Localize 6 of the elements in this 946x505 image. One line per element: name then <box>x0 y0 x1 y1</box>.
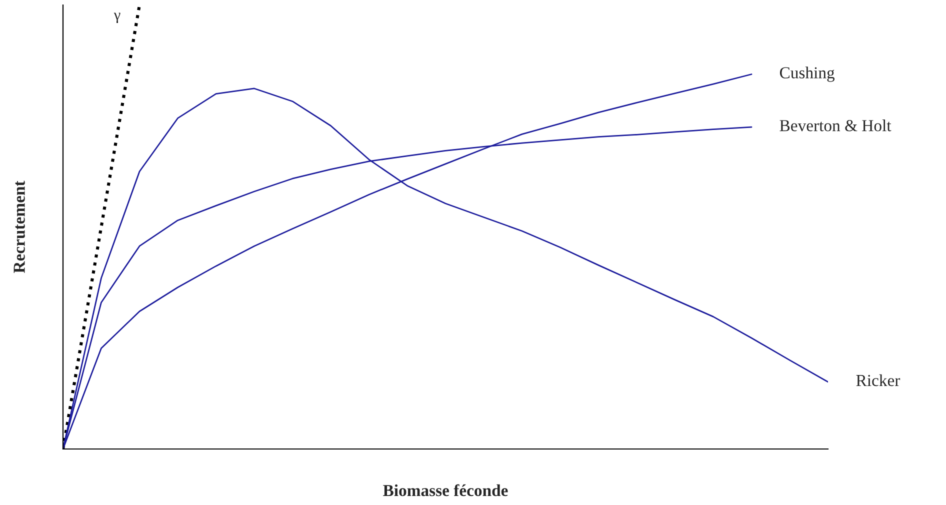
y-axis-title: Recrutement <box>14 180 25 273</box>
series-label: Cushing <box>780 66 835 82</box>
series-label: γ <box>114 12 120 24</box>
series-label: Beverton & Holt <box>780 120 892 132</box>
series-label: Ricker <box>856 374 900 386</box>
x-axis-title: Biomasse féconde <box>383 484 508 496</box>
